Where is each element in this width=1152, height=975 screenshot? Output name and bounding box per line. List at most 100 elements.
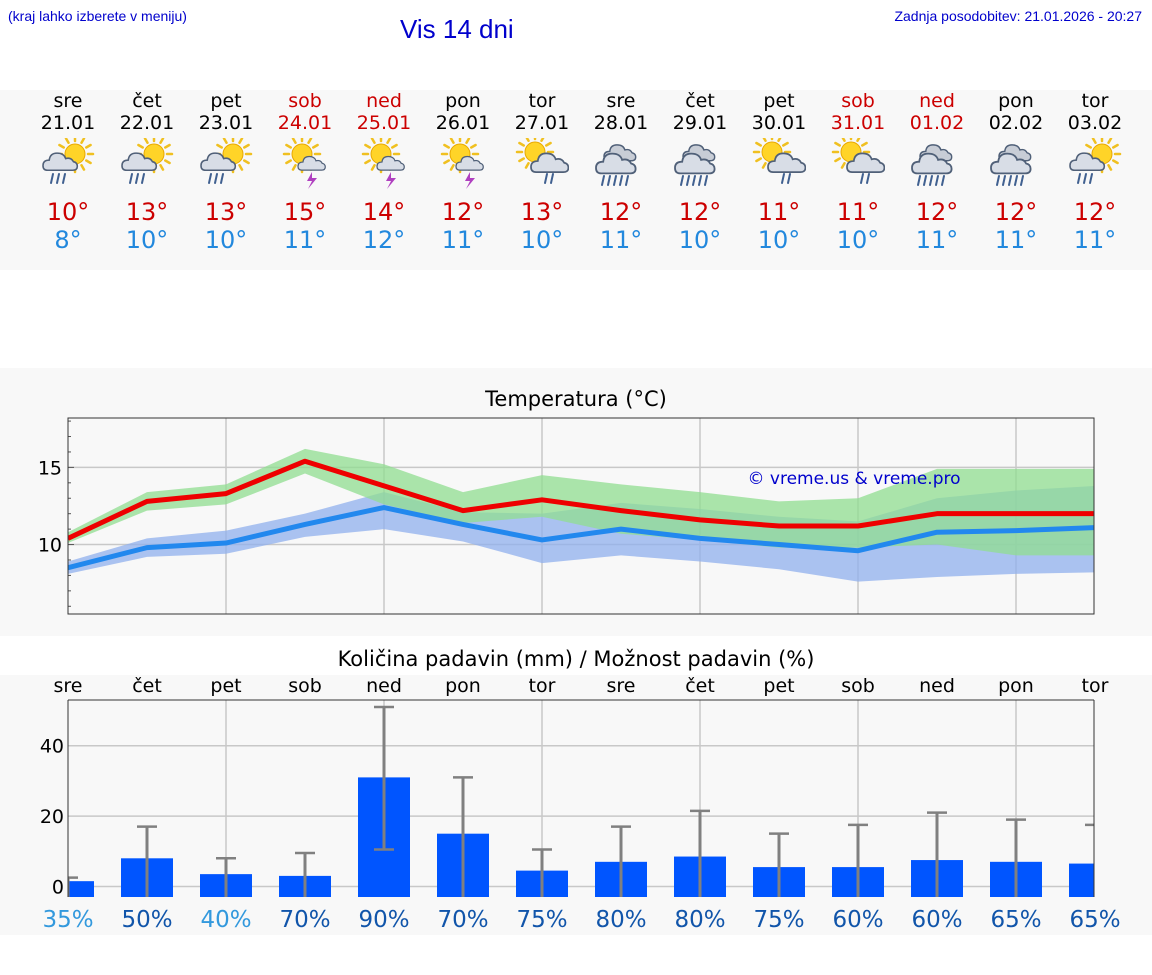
min-temp: 10°: [757, 226, 801, 254]
day-name: pon: [445, 90, 481, 112]
day-label: ned: [366, 675, 402, 697]
sun-cloud-thunder-icon: [440, 138, 484, 189]
day-label: čet: [685, 675, 715, 697]
y-tick-label: 10: [38, 535, 62, 557]
max-temp: 11°: [757, 198, 801, 226]
min-temp: 8°: [54, 226, 82, 254]
day-label: sob: [288, 675, 322, 697]
max-temp: 12°: [441, 198, 485, 226]
precipitation-chance-label: 65%: [1069, 907, 1120, 933]
day-name: ned: [366, 90, 402, 112]
precipitation-chance-label: 60%: [832, 907, 883, 933]
daily-forecast-panel: sre 21.01 10° 8° čet 22.01 13° 10° pet 23.01 13° 10…: [0, 90, 1152, 270]
watermark: © vreme.us & vreme.pro: [747, 469, 960, 489]
day-label: pet: [763, 675, 794, 697]
min-temp: 11°: [283, 226, 327, 254]
max-temp: 12°: [1073, 198, 1117, 226]
sun-cloud-light-rain-icon: [831, 138, 885, 184]
day-date: 21.01: [40, 112, 96, 134]
min-temp: 10°: [678, 226, 722, 254]
day-label: sob: [841, 675, 875, 697]
day-date: 22.01: [119, 112, 175, 134]
day-label: tor: [529, 675, 556, 697]
day-name: čet: [132, 90, 162, 112]
min-temp: 11°: [599, 226, 643, 254]
y-tick-label: 15: [38, 457, 62, 479]
min-temp: 11°: [915, 226, 959, 254]
precipitation-chance-label: 60%: [911, 907, 962, 933]
day-date: 29.01: [672, 112, 728, 134]
min-temp: 12°: [362, 226, 406, 254]
day-name: sre: [606, 90, 636, 112]
max-temp: 12°: [994, 198, 1038, 226]
day-name: pet: [210, 90, 242, 112]
day-label: pet: [210, 675, 241, 697]
min-temp-line: [68, 505, 1094, 571]
precipitation-chance-label: 40%: [200, 907, 251, 933]
max-temp: 13°: [204, 198, 248, 226]
last-updated: Zadnja posodobitev: 21.01.2026 - 20:27: [894, 8, 1142, 24]
min-temp: 10°: [520, 226, 564, 254]
max-temp: 12°: [915, 198, 959, 226]
precipitation-bar: [1069, 863, 1094, 897]
precipitation-chance-label: 75%: [753, 907, 804, 933]
day-date: 30.01: [751, 112, 807, 134]
day-name: sob: [288, 90, 322, 112]
min-temp: 11°: [441, 226, 485, 254]
temperature-chart: 10 15 © vreme.us & vreme.pro: [38, 417, 1095, 615]
day-date: 26.01: [435, 112, 491, 134]
max-temp-line: [68, 458, 1094, 541]
day-name: sob: [841, 90, 875, 112]
precipitation-chance-label: 65%: [990, 907, 1041, 933]
precipitation-chart: sre čet pet sob ned pon tor sre čet pet sob ned pon t…: [40, 675, 1121, 933]
day-date: 28.01: [593, 112, 649, 134]
precipitation-chance-label: 35%: [42, 907, 93, 933]
min-temp: 11°: [1073, 226, 1117, 254]
day-name: tor: [1081, 90, 1109, 112]
day-name: tor: [528, 90, 556, 112]
precipitation-bar: [68, 881, 94, 897]
max-temp: 10°: [46, 198, 90, 226]
max-temp: 11°: [836, 198, 880, 226]
max-temp-range-band: [68, 448, 1094, 556]
sun-cloud-rain-icon: [200, 138, 253, 184]
y-tick-label: 20: [40, 806, 64, 828]
max-temp: 13°: [520, 198, 564, 226]
min-temp: 11°: [994, 226, 1038, 254]
precipitation-chance-label: 75%: [516, 907, 567, 933]
day-date: 24.01: [277, 112, 333, 134]
max-temp: 14°: [362, 198, 406, 226]
min-temp: 10°: [125, 226, 169, 254]
sun-cloud-rain-icon: [121, 138, 174, 184]
temperature-chart-title: Temperatura (°C): [485, 387, 667, 411]
location-hint: (kraj lahko izberete v meniju): [8, 8, 187, 24]
precipitation-chance-label: 70%: [279, 907, 330, 933]
min-temp: 10°: [836, 226, 880, 254]
page-title: Vis 14 dni: [400, 14, 514, 44]
day-label: čet: [132, 675, 162, 697]
precipitation-chance-label: 80%: [674, 907, 725, 933]
plot-frame: [67, 417, 1095, 615]
precipitation-chance-label: 80%: [595, 907, 646, 933]
day-date: 31.01: [830, 112, 886, 134]
day-label: pon: [445, 675, 481, 697]
sun-cloud-thunder-icon: [282, 138, 326, 189]
cloud-rain-icon: [674, 144, 716, 186]
day-label: ned: [919, 675, 955, 697]
precipitation-chance-label: 90%: [358, 907, 409, 933]
day-label: pon: [998, 675, 1034, 697]
day-label: sre: [607, 675, 636, 697]
day-name: čet: [685, 90, 715, 112]
precipitation-chance-label: 70%: [437, 907, 488, 933]
precipitation-chart-title: Količina padavin (mm) / Možnost padavin …: [337, 647, 815, 671]
day-date: 25.01: [356, 112, 412, 134]
day-label: tor: [1082, 675, 1109, 697]
day-date: 23.01: [198, 112, 254, 134]
day-date: 01.02: [909, 112, 965, 134]
precipitation-chance-label: 50%: [121, 907, 172, 933]
y-tick-label: 40: [40, 736, 64, 758]
sun-cloud-light-rain-icon: [515, 138, 569, 184]
max-temp: 13°: [125, 198, 169, 226]
cloud-rain-icon: [595, 144, 637, 186]
day-date: 03.02: [1067, 112, 1123, 134]
